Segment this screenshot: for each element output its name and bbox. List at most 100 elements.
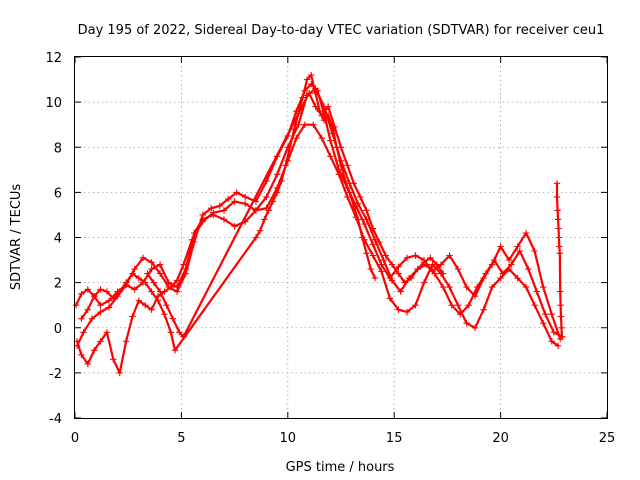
data-point	[350, 202, 357, 210]
data-point	[480, 306, 487, 313]
data-point	[553, 193, 561, 201]
y-tick-label: 4	[54, 232, 62, 247]
data-point	[97, 286, 104, 293]
data-point	[369, 225, 377, 232]
data-point	[122, 279, 130, 286]
data-point	[505, 265, 513, 273]
y-tick-label: 10	[45, 96, 62, 111]
x-tick-label: 10	[280, 431, 297, 446]
data-point	[471, 324, 479, 331]
data-point	[427, 254, 434, 261]
data-point	[116, 288, 123, 295]
data-point	[525, 265, 532, 273]
data-point	[414, 265, 421, 273]
data-point	[433, 261, 440, 268]
data-point	[337, 162, 345, 169]
y-tick-label: -4	[49, 412, 62, 427]
series-track-5	[144, 89, 447, 340]
data-point	[210, 209, 217, 216]
data-point	[131, 265, 138, 273]
data-point	[359, 234, 366, 241]
data-point	[105, 304, 113, 311]
data-point	[305, 89, 313, 97]
data-point	[148, 306, 155, 313]
data-point	[252, 207, 260, 214]
data-point	[220, 207, 228, 214]
data-point	[395, 306, 402, 313]
data-point	[301, 121, 308, 128]
data-point	[388, 277, 396, 284]
data-point	[369, 252, 377, 259]
x-tick-label: 0	[71, 431, 79, 446]
data-point	[286, 144, 294, 151]
data-point	[335, 171, 343, 178]
data-point	[265, 207, 272, 214]
data-point	[225, 195, 232, 203]
data-point	[150, 279, 157, 286]
data-point	[363, 250, 370, 257]
data-point	[465, 302, 472, 309]
data-point	[72, 302, 80, 309]
data-point	[299, 94, 306, 101]
plot-frame	[74, 56, 608, 419]
data-point	[463, 320, 470, 327]
data-point	[91, 347, 98, 354]
data-point	[291, 126, 298, 133]
data-point	[386, 295, 394, 302]
data-point	[344, 193, 351, 201]
data-point	[439, 270, 447, 277]
data-point	[557, 313, 565, 320]
data-point	[346, 189, 353, 196]
data-point	[220, 216, 228, 223]
y-tick-label: -2	[49, 367, 62, 382]
data-point	[548, 311, 555, 318]
data-point	[395, 263, 402, 270]
data-point	[553, 180, 561, 187]
data-point	[173, 277, 181, 284]
data-point	[516, 247, 523, 255]
data-point	[408, 274, 415, 282]
data-point	[144, 270, 151, 277]
y-tick-label: 8	[54, 141, 62, 156]
data-point	[116, 369, 123, 377]
data-point	[148, 265, 155, 273]
data-point	[376, 238, 383, 246]
data-point	[169, 315, 177, 322]
data-point	[367, 265, 374, 273]
data-point	[269, 198, 277, 205]
data-point	[548, 338, 555, 345]
data-point	[122, 338, 130, 345]
data-point	[337, 144, 345, 151]
data-point	[129, 270, 136, 277]
data-point	[318, 135, 325, 142]
data-point	[350, 180, 357, 187]
data-point	[357, 193, 364, 201]
data-point	[97, 302, 104, 309]
data-point	[342, 177, 349, 185]
chart-title: Day 195 of 2022, Sidereal Day-to-day VTE…	[78, 23, 605, 38]
data-point	[542, 311, 549, 318]
series-line	[76, 123, 560, 374]
data-point	[171, 347, 179, 354]
data-point	[110, 295, 117, 302]
data-point	[312, 89, 319, 97]
data-point	[216, 202, 223, 210]
x-axis-label: GPS time / hours	[286, 460, 395, 475]
data-point	[531, 302, 538, 309]
data-point	[380, 256, 387, 264]
data-point	[344, 162, 351, 169]
data-point	[84, 360, 91, 368]
data-point	[378, 268, 385, 275]
data-point	[382, 252, 389, 259]
data-point	[474, 283, 481, 291]
data-point	[371, 274, 379, 282]
data-point	[80, 329, 87, 336]
data-point	[110, 356, 117, 363]
data-point	[97, 338, 104, 345]
data-point	[165, 279, 172, 286]
series-late-spike	[553, 180, 566, 340]
data-point	[491, 256, 498, 264]
data-point	[135, 274, 142, 282]
data-point	[558, 333, 566, 340]
